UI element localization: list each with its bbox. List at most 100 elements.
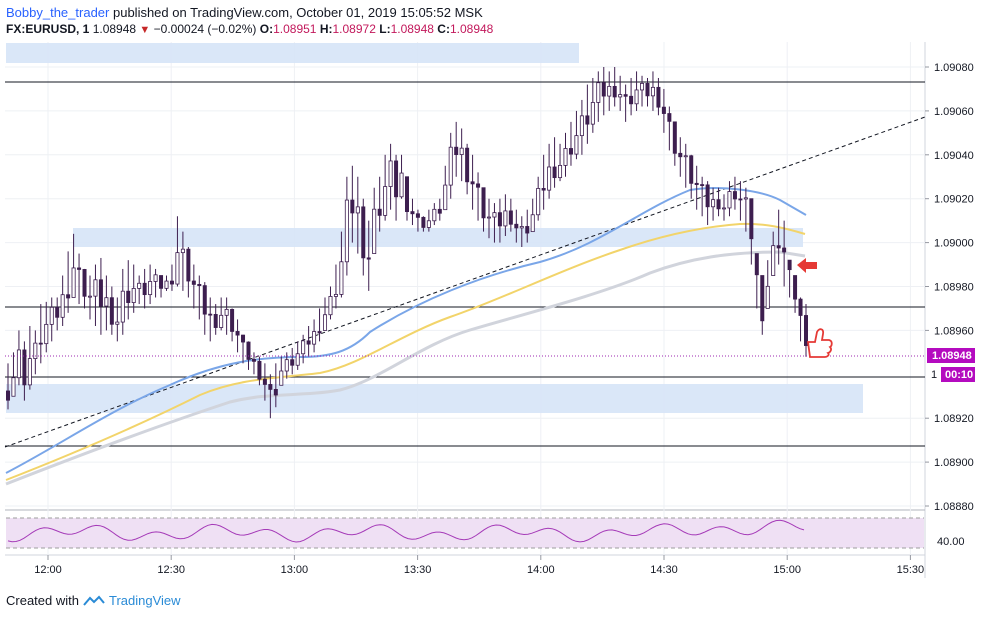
ma-200-line[interactable] — [5, 250, 806, 486]
candle-down-body — [126, 290, 131, 303]
candle-up-body — [503, 210, 508, 227]
price-axis-label: 1.09080 — [934, 62, 974, 74]
candle-down-body — [629, 95, 634, 105]
candle-up-body — [180, 248, 185, 254]
candle-up-body — [339, 261, 344, 295]
left-arrow-icon[interactable] — [797, 258, 817, 273]
price-axis-label: 1.08980 — [934, 282, 974, 294]
created-with-text: Created with — [6, 593, 79, 608]
oscillator-line[interactable] — [7, 519, 805, 543]
candle-up-body — [579, 115, 584, 137]
candle-down-body — [585, 115, 590, 125]
candle-up-body — [711, 199, 716, 208]
candle-down-body — [465, 147, 470, 183]
candle-down-body — [656, 86, 661, 108]
candle-down-body — [497, 212, 502, 227]
candle-down-body — [55, 306, 60, 318]
candle-down-body — [142, 282, 147, 296]
candle-up-body — [11, 377, 16, 397]
author-link[interactable]: Bobby_the_trader — [6, 5, 110, 20]
symbol-label[interactable]: FX:EURUSD, 1 — [6, 22, 90, 36]
candle-up-body — [618, 94, 623, 98]
candle-down-body — [454, 146, 459, 155]
candle-down-body — [437, 208, 442, 214]
candle-up-body — [71, 267, 76, 298]
candle-down-body — [208, 313, 213, 316]
candle-up-body — [486, 216, 491, 219]
resistance-zone-mid[interactable] — [73, 228, 803, 247]
candle-up-body — [683, 155, 688, 158]
candle-down-body — [213, 314, 218, 328]
candle-up-body — [333, 294, 338, 297]
candle-up-body — [104, 297, 109, 307]
price-axis-label: 1.08900 — [934, 457, 974, 469]
candle-up-body — [16, 349, 21, 379]
candle-up-body — [607, 86, 612, 97]
price-axis-label: 1.08880 — [934, 501, 974, 513]
current-price-tag — [927, 348, 975, 363]
candle-up-body — [372, 208, 377, 254]
last-price: 1.08948 — [92, 22, 137, 36]
support-zone[interactable] — [6, 384, 863, 413]
candle-down-body — [169, 280, 174, 285]
candle-down-body — [246, 341, 251, 360]
candle-down-body — [732, 191, 737, 200]
candle-down-body — [257, 360, 262, 380]
thumbs-up-icon[interactable] — [806, 328, 833, 358]
candle-up-body — [563, 148, 568, 166]
candle-up-body — [44, 323, 49, 345]
candle-up-body — [634, 89, 639, 105]
candle-up-body — [148, 281, 153, 296]
candle-up-body — [727, 191, 732, 209]
candle-up-body — [279, 370, 284, 386]
time-axis[interactable]: 12:00 12:30 13:00 13:30 14:00 14:30 15:00 15:30 — [34, 555, 924, 576]
published-text: published on TradingView.com, October 01… — [112, 5, 483, 20]
candle-down-body — [667, 113, 672, 122]
ma-50-line[interactable] — [5, 187, 807, 474]
candle-up-body — [743, 197, 748, 200]
candle-down-body — [481, 187, 486, 219]
candle-down-body — [552, 166, 557, 179]
candle-down-body — [470, 181, 475, 185]
candle-down-body — [738, 198, 743, 201]
candle-down-body — [760, 275, 765, 322]
candle-up-body — [530, 214, 535, 233]
candle-down-body — [230, 309, 235, 332]
candle-down-body — [787, 259, 792, 271]
resistance-zone-top[interactable] — [6, 43, 579, 63]
candle-up-body — [426, 220, 431, 228]
candle-down-body — [186, 248, 191, 282]
trendline[interactable] — [4, 116, 926, 448]
candle-up-body — [459, 147, 464, 155]
candle-down-body — [235, 331, 240, 336]
candle-up-body — [295, 353, 300, 366]
candle-up-body — [49, 306, 54, 325]
candle-up-body — [115, 321, 120, 325]
candle-up-body — [164, 280, 169, 289]
candle-up-body — [448, 146, 453, 186]
candle-down-body — [754, 253, 759, 276]
ma-100-line[interactable] — [5, 222, 806, 481]
time-axis-label: 12:00 — [34, 564, 62, 576]
candle-down-body — [525, 226, 530, 234]
time-axis-label: 12:30 — [157, 564, 185, 576]
tradingview-link[interactable]: TradingView — [108, 593, 181, 608]
price-axis-label: 1.09020 — [934, 194, 974, 206]
publish-info: Bobby_the_trader published on TradingVie… — [6, 5, 483, 20]
countdown-tag — [941, 367, 975, 382]
footer: Created with TradingView — [6, 593, 181, 608]
price-axis-label: 1.08960 — [934, 325, 974, 337]
candlestick-series[interactable] — [6, 67, 809, 419]
partial-axis-label: 1 — [931, 369, 937, 381]
candle-down-body — [82, 269, 87, 297]
oscillator-band — [6, 518, 924, 548]
price-axis[interactable]: 1.09080 1.09060 1.09040 1.09020 1.09000 1.089… — [925, 62, 974, 513]
candle-down-body — [705, 184, 710, 208]
candle-down-body — [66, 294, 71, 299]
candle-up-body — [60, 294, 65, 318]
candle-down-body — [38, 342, 43, 345]
candle-down-body — [623, 94, 628, 97]
candle-up-body — [722, 207, 727, 210]
candle-up-body — [399, 172, 404, 198]
